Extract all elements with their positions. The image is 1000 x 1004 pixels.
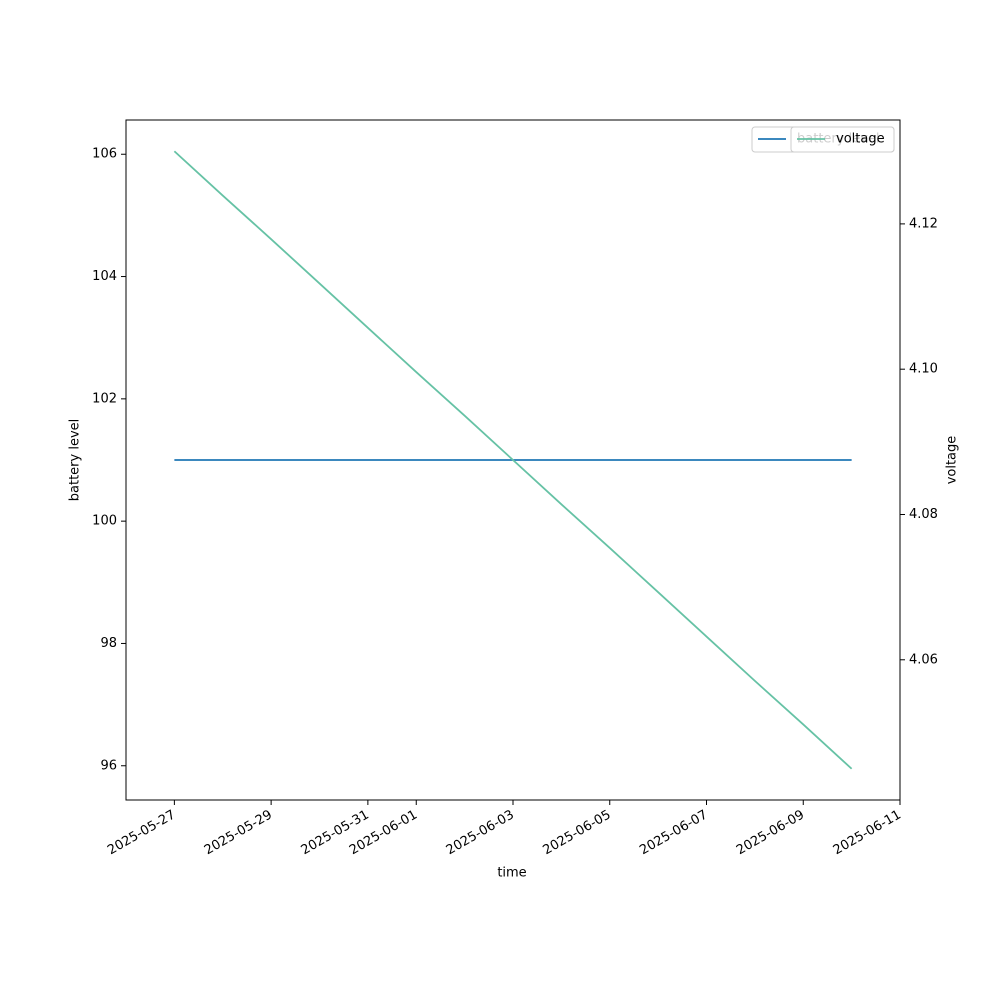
x-tick-label: 2025-05-29 (202, 808, 275, 859)
y-tick-label: 98 (100, 636, 117, 651)
x-tick-label: 2025-06-09 (734, 808, 807, 859)
x-tick-label: 2025-06-05 (541, 808, 614, 859)
y-tick-label: 96 (100, 758, 117, 773)
y-tick-label: 106 (92, 147, 117, 162)
x-tick-label: 2025-06-03 (444, 808, 517, 859)
legend-box (790, 126, 895, 153)
x-tick-label: 2025-06-07 (637, 808, 710, 859)
y-tick-label: 104 (92, 269, 117, 284)
y-tick-label: 100 (92, 514, 117, 529)
y2-tick-label: 4.06 (909, 652, 938, 667)
y2-tick-label: 4.12 (909, 216, 938, 231)
x-tick-label: 2025-05-27 (105, 808, 178, 859)
legend-label: voltage (836, 132, 885, 147)
y2-tick-label: 4.10 (909, 362, 938, 377)
line (173, 150, 853, 770)
x-tick-label: 2025-06-11 (831, 808, 904, 859)
y-tick-label: 102 (92, 391, 117, 406)
x-axis-label: time (497, 866, 526, 881)
y2-tick-label: 4.08 (909, 507, 938, 522)
plot-frame (125, 119, 901, 801)
y-axis-label: battery level (68, 419, 83, 502)
y2-axis-label: voltage (945, 436, 960, 485)
